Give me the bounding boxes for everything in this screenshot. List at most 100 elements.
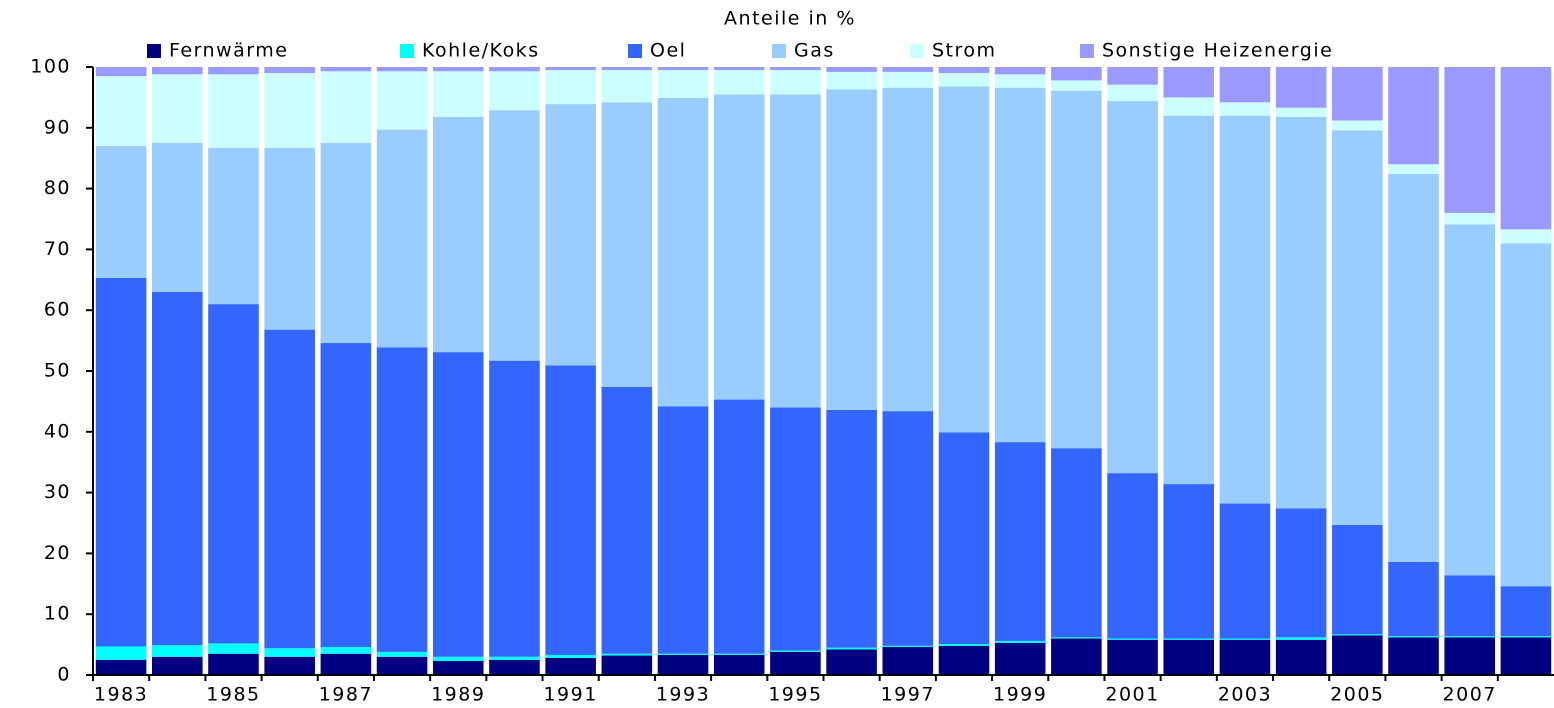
bar-segment (994, 74, 1046, 88)
bar-segment (152, 656, 203, 675)
bar-segment (1500, 586, 1552, 637)
legend-label: Oel (650, 40, 686, 62)
bar-segment (938, 645, 990, 675)
legend-swatch (772, 44, 786, 58)
bar-segment (95, 646, 147, 660)
bar-segment (1388, 636, 1439, 638)
bar-segment (1500, 637, 1552, 675)
legend-swatch (147, 44, 161, 58)
y-tick-label: 10 (44, 603, 71, 625)
bar-segment (938, 643, 990, 646)
bar-segment (545, 70, 596, 105)
bar-segment (152, 67, 203, 75)
bar-segment (489, 659, 540, 675)
bar-segment (1051, 80, 1102, 91)
bar-segment (1444, 67, 1495, 213)
legend-swatch (400, 44, 414, 58)
bar-segment (713, 67, 765, 71)
bar-segment (208, 74, 259, 148)
bar-segment (770, 407, 821, 651)
bar-segment (376, 71, 428, 130)
y-tick-label: 100 (30, 56, 71, 78)
bar-segment (657, 98, 709, 407)
x-tick-label: 2003 (1218, 684, 1272, 706)
bar-segment (1051, 448, 1102, 638)
x-tick-label: 1999 (993, 684, 1047, 706)
bar-segment (320, 67, 372, 72)
bar-segment (1107, 84, 1158, 102)
bar-segment (826, 71, 877, 90)
bar-segment (320, 71, 372, 143)
y-tick-label: 0 (57, 664, 71, 686)
bar-segment (1107, 473, 1158, 639)
bar-segment (882, 67, 934, 72)
y-tick-label: 60 (44, 299, 71, 321)
bar-segment (376, 129, 428, 348)
bar-segment (432, 71, 484, 117)
legend-label: Sonstige Heizenergie (1102, 40, 1333, 62)
bar-segment (1332, 634, 1383, 636)
bar-segment (994, 640, 1046, 643)
bar-segment (545, 67, 596, 71)
bar-segment (376, 67, 428, 72)
bar-segment (264, 67, 315, 74)
bar-segment (545, 104, 596, 366)
bar-segment (1163, 97, 1215, 116)
bar-segment (1051, 67, 1102, 81)
bar-segment (713, 94, 765, 400)
bar-segment (264, 73, 315, 148)
bar-segment (601, 653, 653, 656)
bar-segment (938, 73, 990, 87)
bar-segment (770, 67, 821, 71)
bar-segment (152, 74, 203, 143)
bar-segment (1444, 212, 1495, 225)
bar-segment (1275, 639, 1327, 675)
bar-segment (826, 67, 877, 72)
bar-segment (1388, 637, 1439, 675)
bar-segment (826, 649, 877, 675)
bar-segment (1107, 101, 1158, 474)
bar-segment (601, 386, 653, 654)
bar-segment (264, 656, 315, 675)
bar-segment (1219, 639, 1271, 675)
y-tick-label: 30 (44, 481, 71, 503)
bar-segment (1500, 67, 1552, 230)
bar-segment (1388, 67, 1439, 165)
bar-segment (713, 70, 765, 95)
x-tick-label: 1987 (319, 684, 373, 706)
bar-segment (208, 304, 259, 644)
bar-segment (1219, 67, 1271, 103)
bar-segment (1500, 636, 1552, 638)
bar-segment (1163, 639, 1215, 675)
bar-segment (882, 645, 934, 648)
bar-segment (545, 654, 596, 658)
x-tick-label: 1995 (768, 684, 822, 706)
bar-segment (994, 67, 1046, 75)
bar-segment (376, 651, 428, 657)
bar-segment (376, 656, 428, 675)
bar-segment (1107, 67, 1158, 85)
bar-segment (1219, 638, 1271, 640)
bar-segment (1163, 67, 1215, 98)
x-tick-label: 2001 (1105, 684, 1159, 706)
bar-segment (489, 110, 540, 361)
bar-segment (1332, 67, 1383, 121)
y-tick-label: 50 (44, 360, 71, 382)
legend-swatch (628, 44, 642, 58)
bar-segment (657, 654, 709, 675)
legend-swatch (910, 44, 924, 58)
bar-segment (713, 399, 765, 654)
bar-segment (826, 409, 877, 648)
bar-segment (208, 653, 259, 675)
bar-segment (882, 87, 934, 412)
bar-segment (770, 650, 821, 652)
bar-segment (95, 659, 147, 675)
bar-segment (208, 67, 259, 75)
bar-segment (882, 647, 934, 675)
bar-segment (1444, 224, 1495, 576)
bar-segment (432, 656, 484, 662)
bar-segment (376, 347, 428, 652)
bar-segment (1219, 503, 1271, 639)
bar-segment (1332, 635, 1383, 675)
